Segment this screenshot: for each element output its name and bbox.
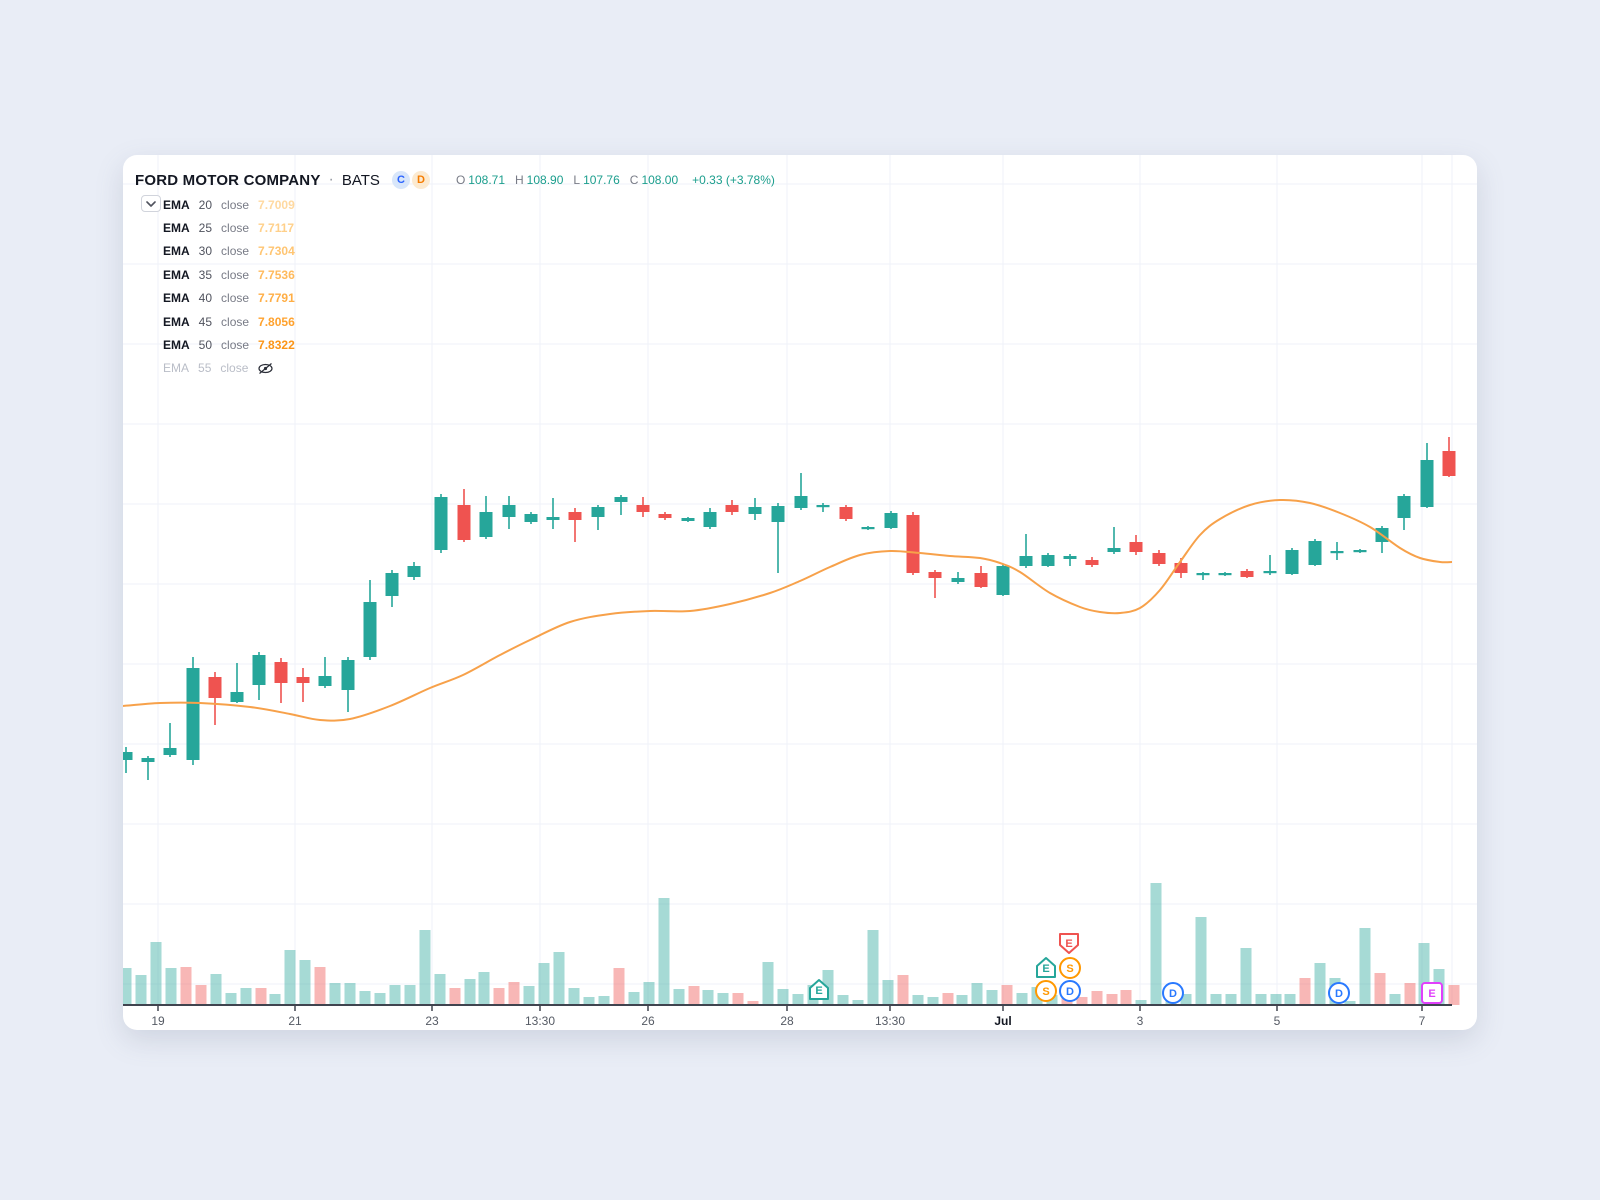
indicator-value: 7.7791 [258, 291, 295, 306]
indicator-period: 40 [198, 291, 213, 306]
ema-legend-row-20[interactable]: EMA 20 close 7.7009 [163, 193, 295, 216]
indicator-value: 7.7304 [258, 244, 295, 259]
event-marker-letter: S [1042, 986, 1049, 998]
event-marker-letter: D [1335, 988, 1343, 1000]
change-value: +0.33 (+3.78%) [692, 173, 775, 187]
indicator-name: EMA [163, 221, 190, 236]
candles-layer [123, 437, 1456, 780]
axis-label-7: 7 [1419, 1014, 1426, 1028]
axis-label-26: 26 [641, 1014, 655, 1028]
event-marker-e[interactable]: E [1421, 982, 1443, 1004]
low-value: 107.76 [583, 173, 620, 187]
event-marker-s[interactable]: S [1035, 980, 1057, 1002]
axis-label-13:30: 13:30 [875, 1014, 905, 1028]
legend-collapse-button[interactable] [141, 195, 161, 212]
axis-label-28: 28 [780, 1014, 794, 1028]
indicator-value: 7.7009 [258, 197, 295, 212]
grid-layer [123, 155, 1477, 1005]
indicator-name: EMA [163, 244, 190, 259]
indicator-value: 7.8322 [258, 338, 295, 353]
indicator-name: EMA [163, 361, 190, 376]
event-marker-d[interactable]: D [1059, 980, 1081, 1002]
event-marker-d[interactable]: D [1328, 982, 1350, 1004]
ema-legend-row-45[interactable]: EMA 45 close 7.8056 [163, 310, 295, 333]
low-label: L [573, 173, 581, 187]
session-badges: C D [391, 171, 430, 189]
ema-legend-row-50[interactable]: EMA 50 close 7.8322 [163, 333, 295, 356]
axis-label-5: 5 [1274, 1014, 1281, 1028]
event-marker-letter: D [1169, 988, 1177, 1000]
indicator-name: EMA [163, 291, 190, 306]
indicator-source: close [220, 361, 249, 376]
event-marker-letter: D [1066, 986, 1074, 998]
event-marker-letter: E [815, 985, 822, 997]
title-separator: · [328, 171, 334, 188]
open-label: O [455, 173, 466, 187]
symbol-title[interactable]: FORD MOTOR COMPANY [135, 171, 321, 189]
indicator-value: 7.7536 [258, 267, 295, 282]
axis-label-19: 19 [151, 1014, 165, 1028]
ohlc-readout: O 108.71 H 108.90 L 107.76 C 108.00 [456, 173, 678, 187]
ema-legend-row-40[interactable]: EMA 40 close 7.7791 [163, 287, 295, 310]
indicator-period: 55 [198, 361, 212, 376]
indicator-source: close [221, 291, 250, 306]
chevron-down-icon [146, 200, 156, 207]
indicator-source: close [221, 244, 250, 259]
high-label: H [515, 173, 524, 187]
event-marker-e[interactable]: E [1059, 933, 1079, 954]
indicator-source: close [221, 267, 250, 282]
event-marker-letter: E [1065, 938, 1072, 950]
indicator-name: EMA [163, 197, 190, 212]
ema-legend-row-55[interactable]: EMA 55 close [163, 357, 295, 380]
indicator-legend: EMA 20 close 7.7009 EMA 25 close 7.7117 EMA 30 clo… [163, 193, 295, 380]
eye-off-icon[interactable] [257, 362, 274, 375]
indicator-period: 30 [198, 244, 213, 259]
change-mode-d-badge[interactable]: D [411, 171, 430, 189]
indicator-period: 50 [198, 338, 213, 353]
indicator-value: 7.8056 [258, 314, 295, 329]
axis-label-21: 21 [288, 1014, 302, 1028]
indicator-name: EMA [163, 338, 190, 353]
event-marker-s[interactable]: S [1059, 957, 1081, 979]
indicator-source: close [221, 314, 250, 329]
open-value: 108.71 [468, 173, 505, 187]
axis-label-23: 23 [425, 1014, 439, 1028]
axis-label-13:30: 13:30 [525, 1014, 555, 1028]
event-marker-d[interactable]: D [1162, 982, 1184, 1004]
time-axis[interactable]: 19 21 23 13:30 26 28 13:30 Jul 3 5 7 [123, 1004, 1452, 1028]
axis-label-3: 3 [1137, 1014, 1144, 1028]
volume-layer [123, 883, 1460, 1005]
indicator-name: EMA [163, 267, 190, 282]
event-marker-e[interactable]: E [1036, 957, 1056, 978]
event-markers-layer: EEE SS D D D E [809, 933, 1443, 1004]
ema-legend-row-35[interactable]: EMA 35 close 7.7536 [163, 263, 295, 286]
indicator-value: 7.7117 [258, 221, 295, 236]
event-marker-letter: E [1428, 988, 1435, 1000]
event-marker-e[interactable]: E [809, 979, 829, 1000]
indicator-period: 45 [198, 314, 213, 329]
event-marker-letter: S [1066, 963, 1073, 975]
indicator-source: close [221, 197, 250, 212]
indicator-source: close [221, 221, 250, 236]
close-label: C [629, 173, 639, 187]
ema-legend-row-25[interactable]: EMA 25 close 7.7117 [163, 216, 295, 239]
close-value: 108.00 [641, 173, 679, 187]
chart-card: 19 21 23 13:30 26 28 13:30 Jul 3 5 7 E E E S S D D D E FORD… [123, 155, 1477, 1030]
high-value: 108.90 [526, 173, 564, 187]
indicator-source: close [221, 338, 250, 353]
exchange-label: BATS [341, 171, 380, 189]
indicator-name: EMA [163, 314, 190, 329]
indicator-period: 20 [198, 197, 213, 212]
event-marker-letter: E [1042, 963, 1049, 975]
change-mode-c-badge[interactable]: C [391, 171, 410, 189]
indicator-period: 35 [198, 267, 213, 282]
indicator-period: 25 [198, 221, 213, 236]
axis-label-Jul: Jul [994, 1014, 1011, 1028]
ema-line [123, 498, 1453, 722]
ema-legend-row-30[interactable]: EMA 30 close 7.7304 [163, 240, 295, 263]
